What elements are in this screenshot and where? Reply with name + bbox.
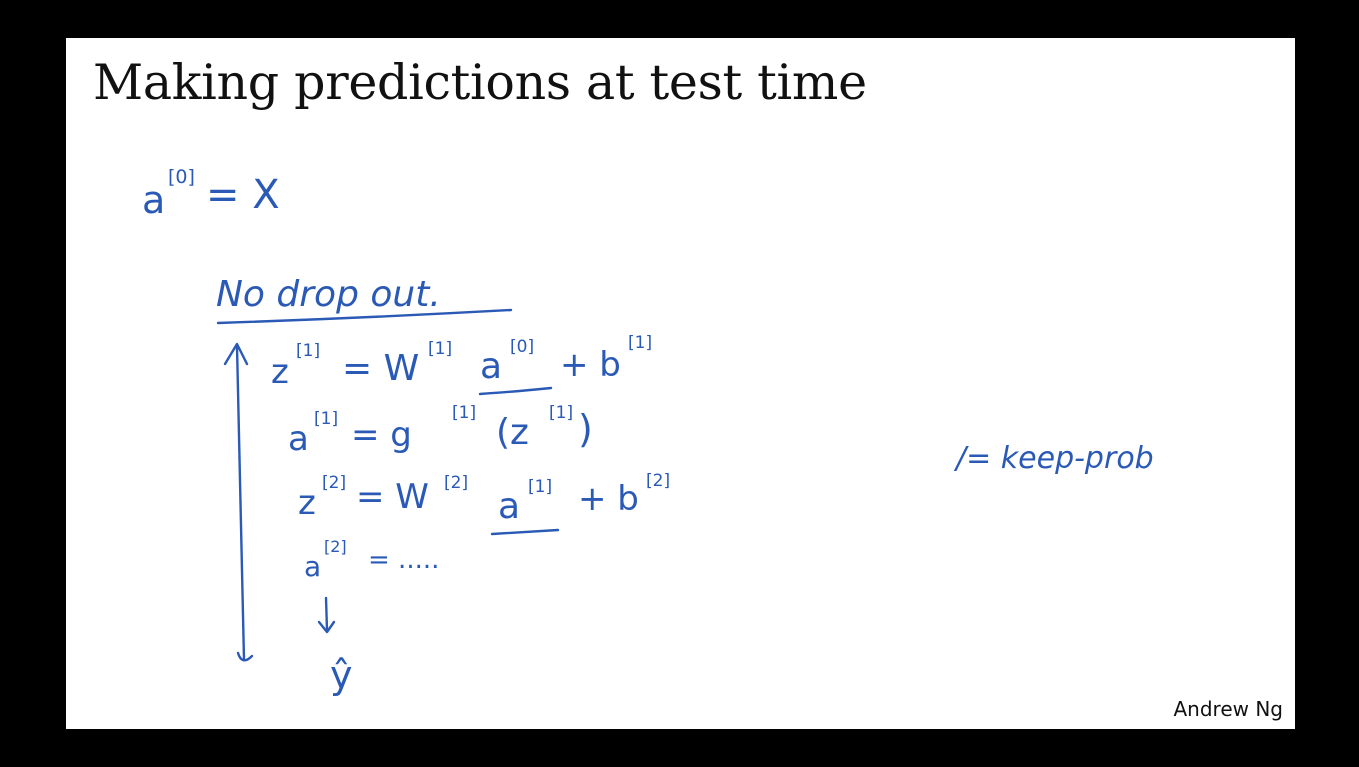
a0-base: a — [142, 178, 165, 222]
output-arrow-shaft — [324, 596, 329, 632]
eq4-lhs: a — [304, 550, 321, 583]
eq1-a0-underline — [478, 386, 553, 396]
eq1-tail-sup: [1] — [628, 333, 652, 353]
eq1-rhs: = W — [342, 348, 419, 389]
author-attribution: Andrew Ng — [1173, 697, 1283, 721]
forward-prop-arrow — [223, 342, 254, 662]
y-hat: ŷ — [330, 653, 353, 697]
arrow-shaft — [235, 344, 246, 662]
output-arrow — [317, 596, 336, 634]
eq3-tail-sup: [2] — [646, 471, 670, 491]
eq1-w-sup: [1] — [428, 339, 452, 359]
a0-rhs: = X — [206, 172, 280, 218]
no-dropout-label: No drop out. — [216, 274, 441, 315]
eq2-close: ) — [578, 407, 593, 451]
eq4-rhs: = ..... — [368, 545, 439, 575]
slide: Making predictions at test time a [0] = … — [66, 38, 1295, 729]
equation-4: a [2] = ..... — [304, 537, 439, 583]
eq2-arg: (z — [496, 412, 529, 453]
eq2-g-sup: [1] — [452, 403, 476, 423]
arrow-head-up — [223, 342, 249, 366]
eq2-lhs: a — [288, 419, 309, 459]
eq3-lhs-sup: [2] — [322, 473, 346, 493]
eq4-lhs-sup: [2] — [324, 537, 347, 556]
eq3-lhs: z — [298, 483, 316, 523]
equation-2: a [1] = g [1] (z [1] ) — [288, 403, 593, 459]
eq1-tail: + b — [560, 345, 621, 385]
eq3-rhs: = W — [356, 477, 429, 517]
eq1-mid: a — [480, 346, 502, 387]
slide-title: Making predictions at test time — [93, 54, 867, 111]
eq2-rhs: = g — [351, 415, 412, 455]
eq2-arg-sup: [1] — [549, 403, 573, 423]
no-dropout-underline — [216, 308, 513, 325]
a0-equals-x: a [0] = X — [142, 166, 280, 222]
equation-3: z [2] = W [2] a [1] + b [2] — [298, 471, 670, 536]
eq2-lhs-sup: [1] — [314, 409, 338, 429]
output-arrow-head — [317, 620, 336, 634]
arrow-tail-hook — [236, 651, 254, 662]
keep-prob-note: /= keep-prob — [953, 441, 1154, 476]
a0-sup: [0] — [168, 166, 195, 188]
eq3-tail: + b — [578, 479, 639, 519]
eq1-mid-sup: [0] — [510, 337, 534, 357]
eq3-w-sup: [2] — [444, 473, 468, 493]
eq1-lhs: z — [271, 352, 289, 392]
equation-1: z [1] = W [1] a [0] + b [1] — [271, 333, 652, 396]
eq3-mid-sup: [1] — [528, 477, 552, 497]
handwritten-notes: a [0] = X No drop out. z [1] = W [1] a [… — [142, 166, 1154, 697]
eq1-lhs-sup: [1] — [296, 341, 320, 361]
eq3-a1-underline — [490, 528, 560, 536]
eq3-mid: a — [498, 486, 520, 527]
